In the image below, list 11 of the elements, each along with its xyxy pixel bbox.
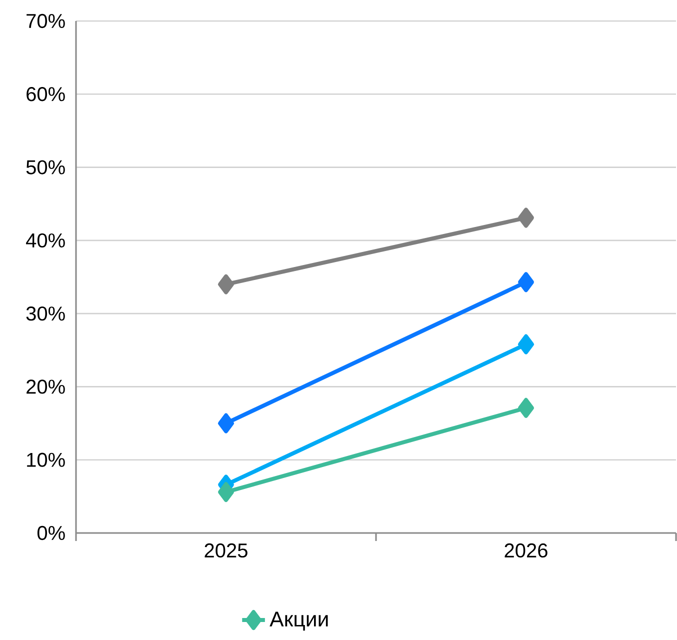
y-tick-label: 70% bbox=[26, 14, 65, 28]
legend-label: Акции bbox=[270, 612, 328, 631]
y-tick-label: 0% bbox=[37, 526, 65, 540]
y-tick-label: 40% bbox=[26, 233, 65, 248]
x-tick-label: 2026 bbox=[504, 543, 548, 558]
y-tick-label: 30% bbox=[26, 306, 65, 321]
y-tick-label: 20% bbox=[26, 380, 65, 394]
y-tick-label: 10% bbox=[27, 452, 65, 467]
y-tick-label: 60% bbox=[26, 87, 65, 102]
y-tick-label: 50% bbox=[26, 160, 65, 174]
x-tick-label: 2025 bbox=[204, 543, 248, 558]
